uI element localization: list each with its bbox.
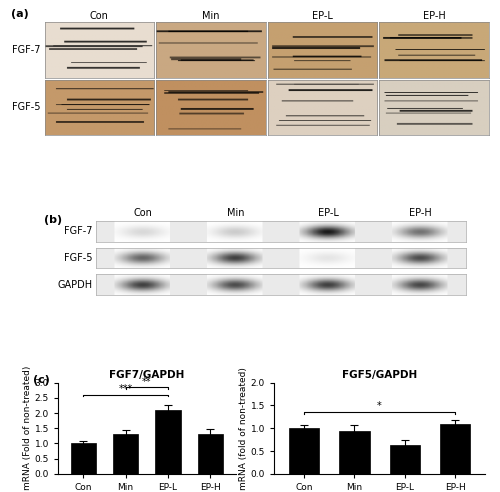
Bar (390, 445, 420, 474)
Y-axis label: FGF-5: FGF-5 (12, 102, 40, 112)
Title: EP-H: EP-H (423, 11, 446, 21)
Text: Min: Min (227, 208, 244, 218)
Y-axis label: FGF-7: FGF-7 (64, 226, 92, 237)
Text: (a): (a) (12, 9, 29, 19)
Text: ***: *** (118, 384, 133, 394)
Text: (c): (c) (32, 375, 50, 385)
Y-axis label: mRNA (fold of non-treated): mRNA (fold of non-treated) (239, 367, 248, 490)
Title: EP-L: EP-L (312, 11, 333, 21)
Title: FGF7/GAPDH: FGF7/GAPDH (109, 370, 184, 380)
Bar (340, 430, 370, 474)
Bar (113, 434, 138, 474)
Text: EP-L: EP-L (318, 208, 338, 218)
Bar (70, 443, 96, 474)
Y-axis label: GAPDH: GAPDH (57, 280, 92, 290)
Bar (156, 410, 180, 474)
Text: *: * (377, 401, 382, 411)
Text: **: ** (142, 376, 152, 387)
Text: Con: Con (134, 208, 152, 218)
Y-axis label: FGF-7: FGF-7 (12, 45, 40, 55)
Title: Min: Min (202, 11, 220, 21)
Y-axis label: mRNA (Fold of non-treated): mRNA (Fold of non-treated) (23, 366, 32, 491)
Title: Con: Con (90, 11, 109, 21)
Text: EP-H: EP-H (409, 208, 432, 218)
Title: FGF5/GAPDH: FGF5/GAPDH (342, 370, 417, 380)
Bar (198, 434, 223, 474)
Bar (289, 428, 320, 474)
Y-axis label: FGF-5: FGF-5 (64, 253, 92, 263)
Text: (b): (b) (44, 215, 62, 225)
Bar (440, 424, 470, 474)
